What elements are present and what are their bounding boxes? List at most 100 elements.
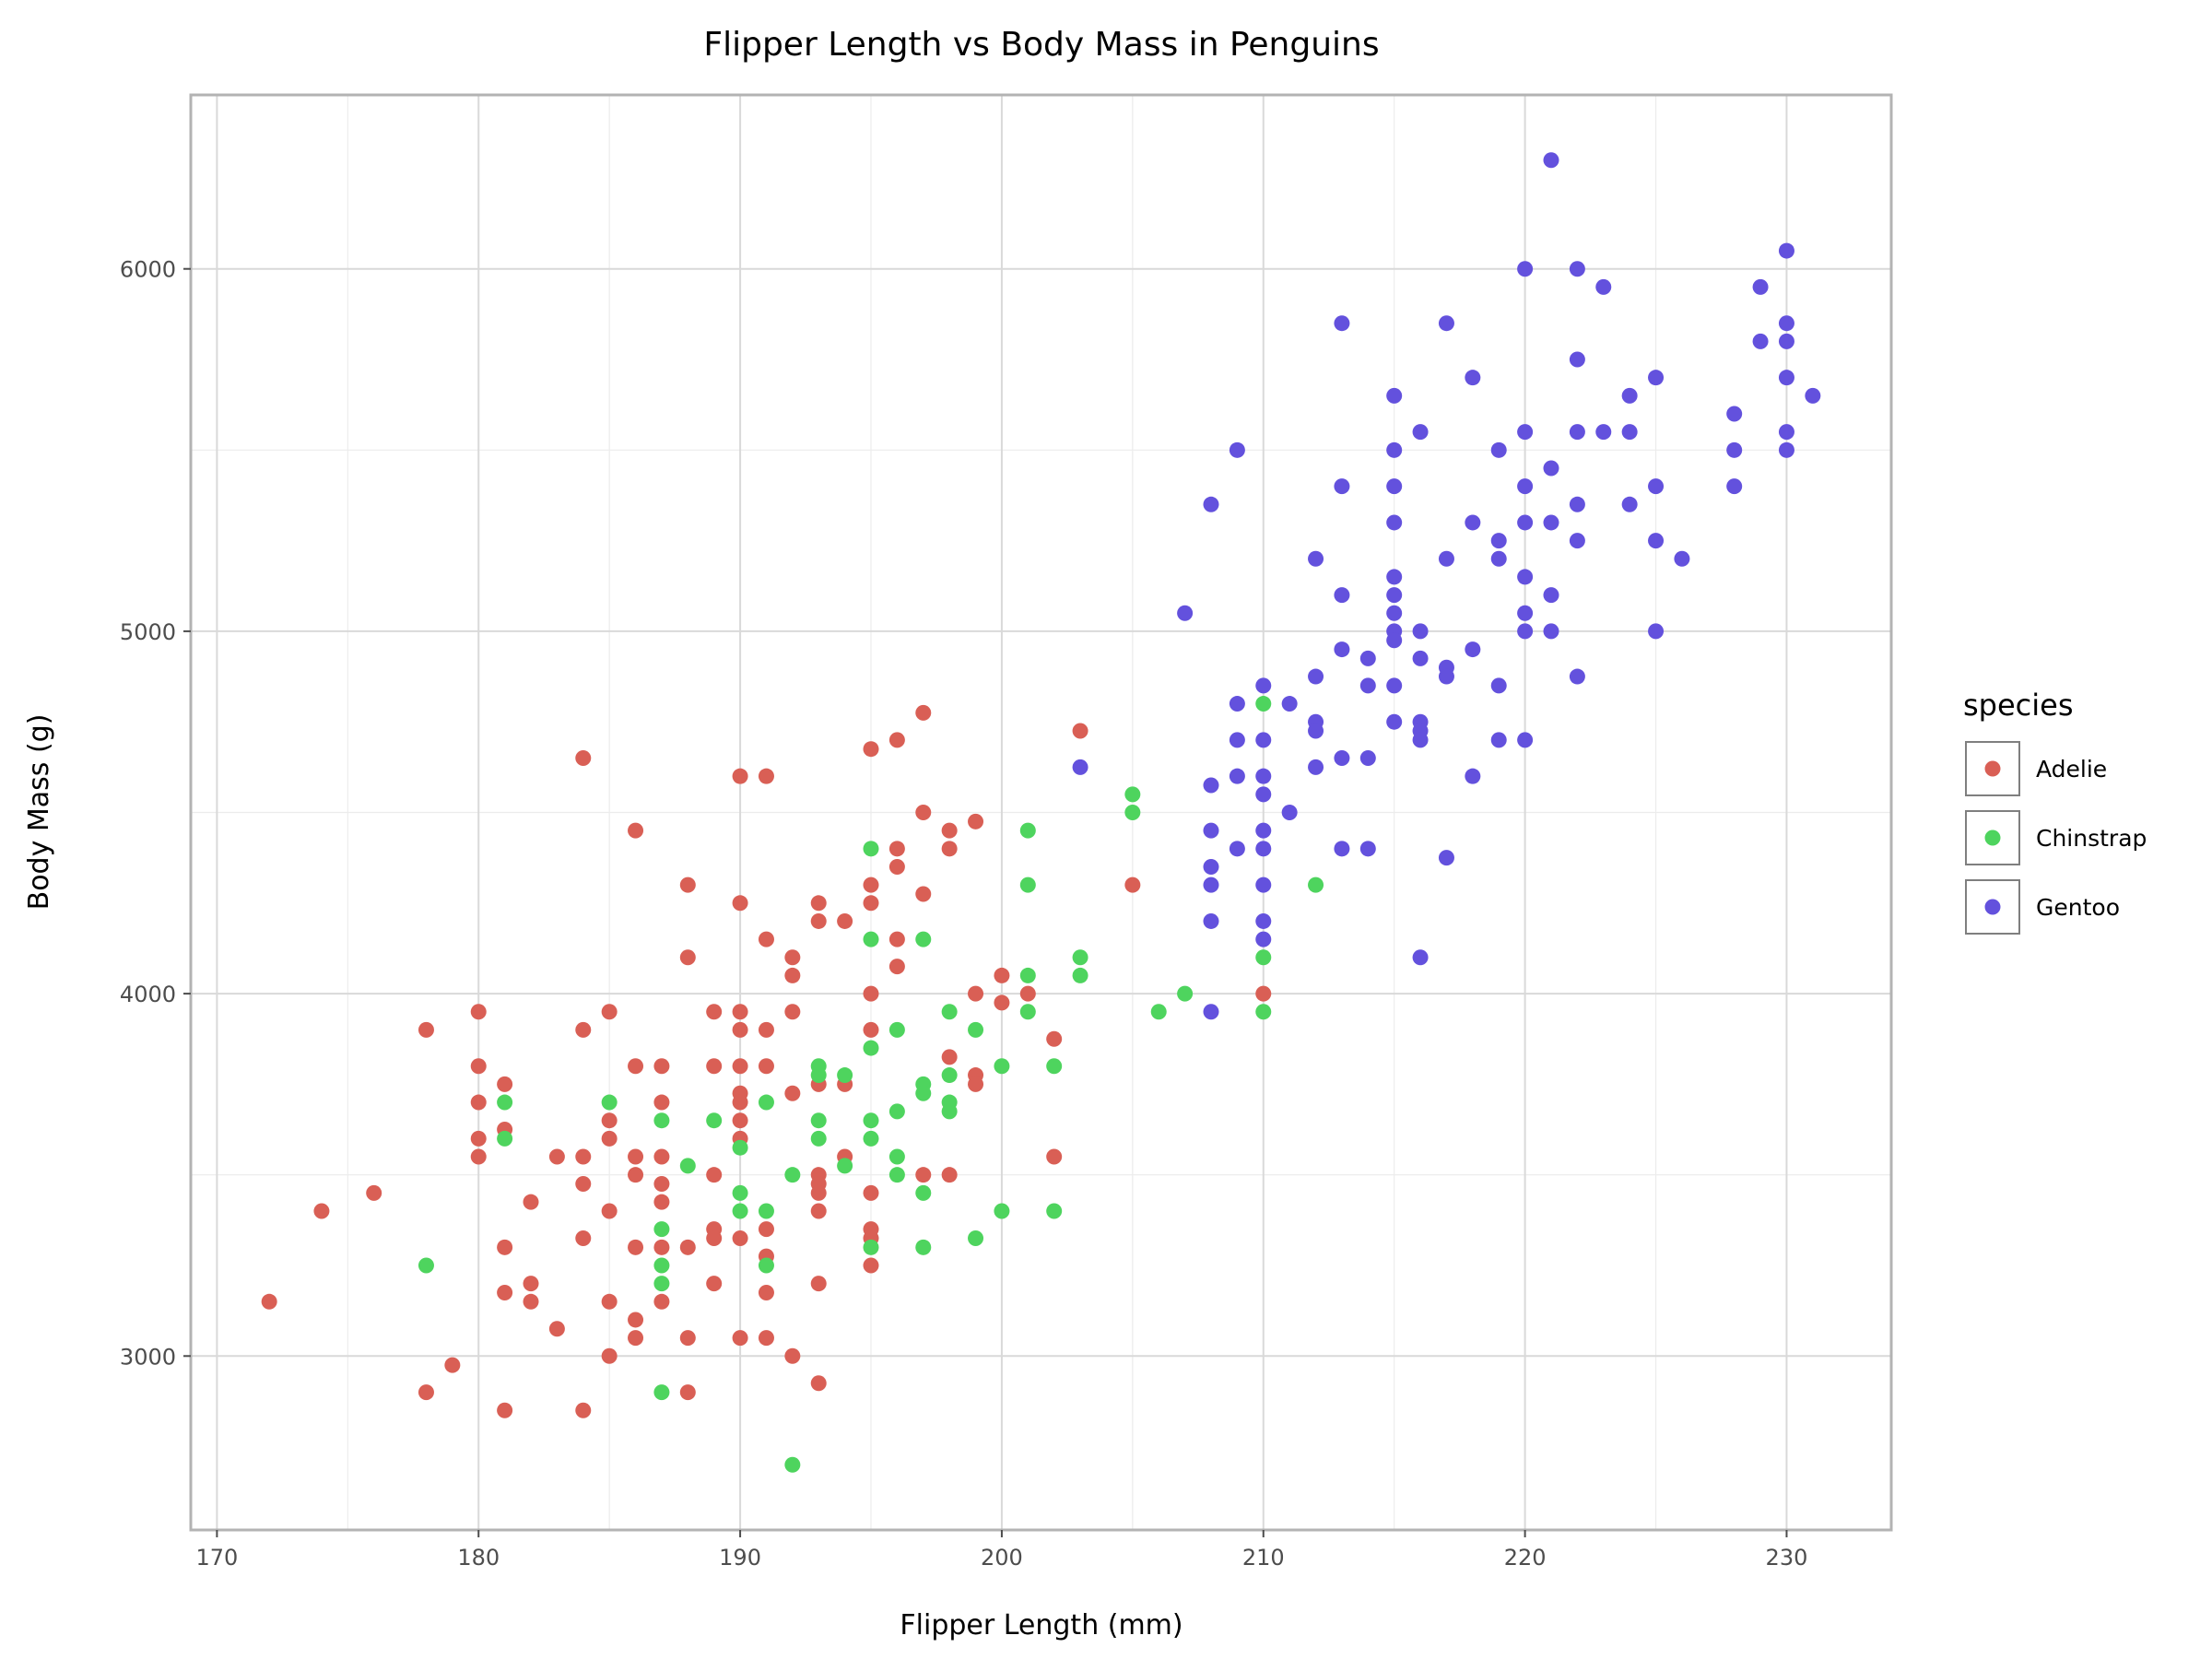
point-gentoo (1543, 152, 1559, 169)
point-gentoo (1255, 931, 1272, 947)
point-gentoo (1334, 841, 1350, 857)
point-chinstrap (679, 1158, 696, 1174)
point-gentoo (1203, 777, 1219, 794)
point-gentoo (1517, 478, 1534, 495)
point-gentoo (1255, 877, 1272, 893)
point-gentoo (1334, 750, 1350, 767)
legend-title: species (1963, 688, 2074, 723)
point-gentoo (1386, 441, 1403, 458)
point-chinstrap (968, 1021, 984, 1038)
point-adelie (653, 1176, 670, 1193)
point-gentoo (1517, 605, 1534, 621)
point-gentoo (1517, 732, 1534, 748)
point-adelie (810, 1184, 827, 1201)
point-adelie (679, 1239, 696, 1255)
point-gentoo (1412, 949, 1429, 966)
point-adelie (888, 841, 905, 857)
point-chinstrap (837, 1067, 853, 1084)
point-adelie (968, 985, 984, 1002)
point-adelie (915, 886, 932, 902)
point-chinstrap (941, 1004, 958, 1020)
point-adelie (470, 1004, 487, 1020)
point-adelie (679, 877, 696, 893)
point-gentoo (1359, 750, 1376, 767)
point-chinstrap (888, 1167, 905, 1183)
point-gentoo (1569, 424, 1585, 441)
point-adelie (601, 1347, 618, 1364)
point-adelie (732, 1004, 748, 1020)
point-adelie (732, 1021, 748, 1038)
point-adelie (470, 1148, 487, 1165)
point-adelie (784, 1347, 801, 1364)
point-adelie (758, 1330, 774, 1347)
point-gentoo (1412, 424, 1429, 441)
point-gentoo (1778, 242, 1794, 259)
point-gentoo (1438, 315, 1454, 332)
point-gentoo (1465, 514, 1481, 531)
point-gentoo (1465, 641, 1481, 658)
point-adelie (444, 1357, 461, 1373)
point-gentoo (1490, 550, 1507, 567)
point-chinstrap (863, 841, 879, 857)
point-chinstrap (1046, 1203, 1063, 1219)
point-adelie (601, 1130, 618, 1147)
point-gentoo (1229, 696, 1245, 712)
x-axis-title: Flipper Length (mm) (900, 1609, 1182, 1641)
legend-marker (1984, 760, 2001, 777)
legend: species Adelie Chinstrap Gentoo (1963, 688, 2147, 935)
point-chinstrap (915, 1085, 932, 1101)
point-gentoo (1595, 278, 1612, 295)
point-adelie (994, 994, 1010, 1011)
point-adelie (810, 1276, 827, 1292)
point-gentoo (1778, 441, 1794, 458)
series-gentoo (1072, 152, 1821, 1020)
point-adelie (601, 1004, 618, 1020)
point-gentoo (1386, 713, 1403, 730)
point-chinstrap (1150, 1004, 1167, 1020)
point-adelie (575, 1230, 592, 1246)
point-gentoo (1203, 912, 1219, 929)
point-adelie (863, 1257, 879, 1274)
point-chinstrap (1019, 967, 1036, 983)
point-gentoo (1412, 732, 1429, 748)
point-adelie (758, 1058, 774, 1075)
point-adelie (679, 949, 696, 966)
point-gentoo (1386, 514, 1403, 531)
point-gentoo (1595, 424, 1612, 441)
point-gentoo (1308, 550, 1324, 567)
point-adelie (497, 1402, 513, 1418)
point-gentoo (1281, 805, 1298, 820)
point-adelie (470, 1058, 487, 1075)
y-tick-label: 4000 (120, 982, 176, 1007)
point-adelie (888, 858, 905, 875)
point-gentoo (1229, 732, 1245, 748)
point-adelie (653, 1194, 670, 1210)
point-adelie (784, 1085, 801, 1101)
point-adelie (1124, 877, 1141, 893)
legend-item-gentoo: Gentoo (1965, 879, 2120, 935)
point-adelie (810, 895, 827, 912)
point-adelie (628, 1148, 644, 1165)
point-gentoo (1308, 668, 1324, 685)
point-adelie (628, 1330, 644, 1347)
point-adelie (575, 1402, 592, 1418)
point-gentoo (1072, 759, 1088, 775)
point-adelie (1046, 1030, 1063, 1047)
point-gentoo (1778, 315, 1794, 332)
point-gentoo (1465, 768, 1481, 784)
x-axis-ticks: 170 180 190 200 210 220 230 (195, 1530, 1807, 1571)
point-gentoo (1778, 333, 1794, 349)
point-gentoo (1255, 786, 1272, 803)
point-adelie (732, 1330, 748, 1347)
point-chinstrap (653, 1276, 670, 1292)
point-chinstrap (888, 1103, 905, 1120)
point-adelie (758, 1021, 774, 1038)
point-adelie (810, 1203, 827, 1219)
major-gridlines (191, 95, 1891, 1530)
point-chinstrap (758, 1094, 774, 1111)
point-gentoo (1621, 387, 1638, 404)
point-gentoo (1726, 441, 1743, 458)
point-adelie (653, 1094, 670, 1111)
point-adelie (915, 805, 932, 820)
point-gentoo (1281, 696, 1298, 712)
